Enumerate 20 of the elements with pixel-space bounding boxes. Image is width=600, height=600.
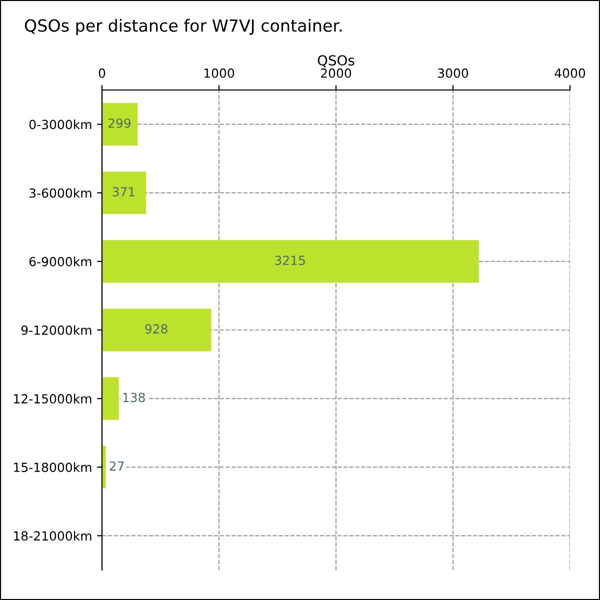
y-tick-label: 18-21000km xyxy=(14,530,92,541)
y-tick-label: 3-6000km xyxy=(30,188,92,198)
y-tick-label: 9-12000km xyxy=(21,325,92,335)
x-tick-label: 0 xyxy=(98,68,106,78)
x-tick-label: 3000 xyxy=(438,68,468,78)
data-label: 928 xyxy=(145,324,168,334)
y-tick-label: 0-3000km xyxy=(29,120,92,130)
y-tick-label: 12-15000km xyxy=(14,394,92,404)
x-tick-label: 4000 xyxy=(554,68,586,78)
y-tick-label: 6-9000km xyxy=(29,256,92,266)
data-label: 27 xyxy=(110,461,124,471)
data-label: 138 xyxy=(123,392,145,402)
data-label: 299 xyxy=(108,118,131,128)
data-label: 371 xyxy=(112,187,134,196)
x-axis-title: QSOs xyxy=(318,55,354,68)
chart-title: QSOs per distance for W7VJ container. xyxy=(24,18,342,36)
y-tick-label: 15-18000km xyxy=(14,462,92,472)
data-label: 3215 xyxy=(275,256,305,266)
x-tick-label: 2000 xyxy=(321,68,352,78)
x-tick-label: 1000 xyxy=(204,68,234,78)
